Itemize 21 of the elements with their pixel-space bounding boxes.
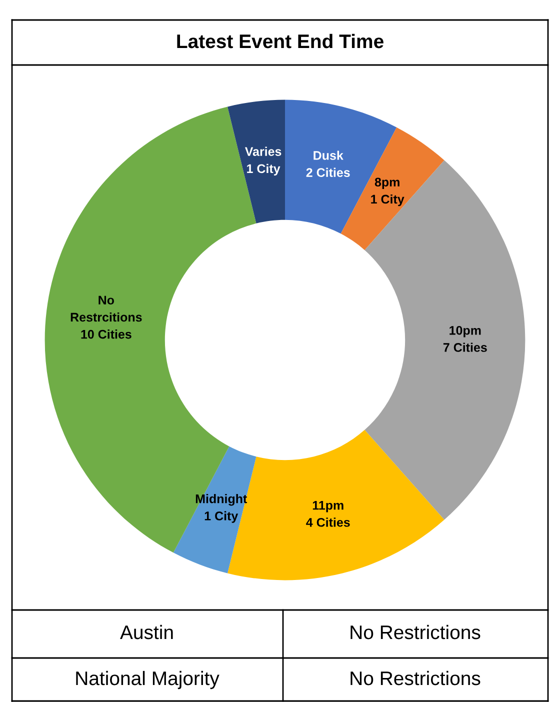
slice-label: Dusk <box>314 150 344 160</box>
text: National Majority <box>76 670 220 690</box>
text: No Restrictions <box>350 670 480 686</box>
data-label: 2 Cities <box>306 168 350 177</box>
donut-slice <box>173 446 256 574</box>
slice-label: No Restrcitions <box>70 296 142 322</box>
data-label: 1 City <box>371 194 404 206</box>
donut-slice <box>228 100 285 224</box>
data-label: 4 Cities <box>306 518 350 527</box>
data-label: 7 Cities <box>443 342 487 352</box>
text: No Restrictions <box>350 624 480 640</box>
slice-label: Varies <box>244 146 282 156</box>
slice-label: 10pm <box>450 326 481 338</box>
data-label: 1 City <box>204 511 238 523</box>
data-label: 10 Cities <box>81 330 132 339</box>
text: Austin <box>120 624 173 640</box>
chart-title: Latest Event End Time <box>177 34 384 48</box>
slice-label: 11pm <box>312 501 344 512</box>
donut-slice <box>364 160 526 520</box>
data-label: 1 City <box>247 164 280 176</box>
slice-label: 8pm <box>374 178 400 190</box>
